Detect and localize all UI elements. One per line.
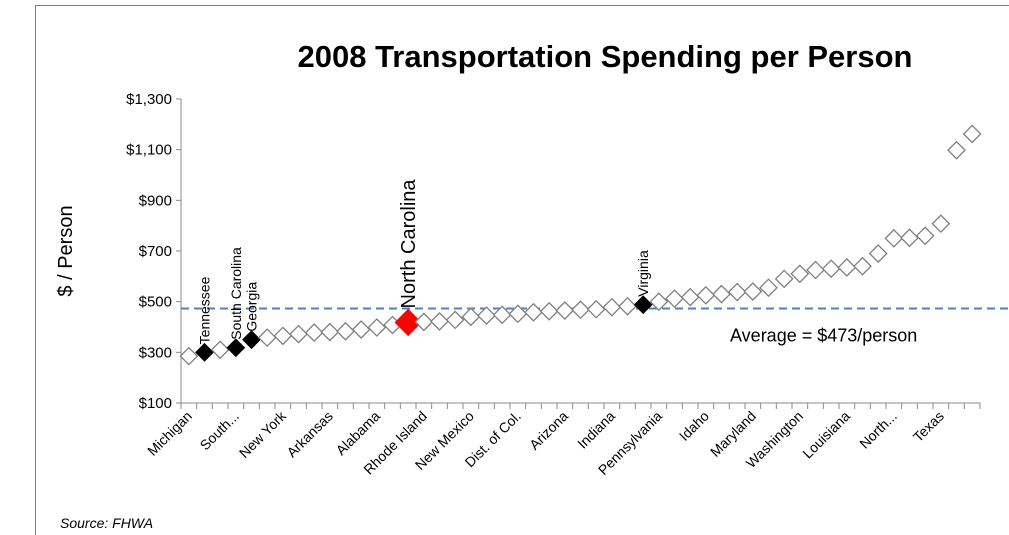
marker: [821, 259, 841, 279]
average-label: Average = $473/person: [730, 326, 917, 346]
y-tick-label: $900: [139, 192, 172, 209]
marker: [492, 305, 512, 325]
y-tick-label: $500: [139, 294, 172, 311]
point-label: North Carolina: [398, 179, 420, 309]
x-tick-label: South...: [197, 408, 242, 453]
marker: [931, 214, 951, 234]
marker: [555, 301, 575, 320]
x-tick-label: Arkansas: [283, 408, 336, 461]
marker: [430, 312, 449, 331]
marker: [962, 124, 982, 144]
marker: [394, 308, 422, 337]
y-tick-label: $1,300: [126, 91, 172, 108]
marker: [257, 328, 277, 348]
x-tick-label: Arizona: [526, 408, 571, 453]
y-tick-label: $1,100: [126, 142, 172, 159]
marker: [461, 307, 481, 327]
marker: [759, 278, 778, 298]
marker: [524, 302, 543, 322]
marker: [508, 304, 528, 324]
marker: [304, 323, 324, 342]
point-label: Tennessee: [197, 276, 213, 344]
marker: [837, 258, 857, 277]
marker: [414, 312, 434, 332]
marker: [602, 297, 622, 317]
marker: [351, 320, 371, 339]
chart-title: 2008 Transportation Spending per Person: [298, 39, 913, 74]
marker: [727, 282, 747, 302]
marker: [633, 295, 653, 315]
marker: [900, 228, 919, 248]
y-tick-label: $700: [139, 243, 172, 260]
marker: [853, 256, 872, 276]
marker: [320, 322, 340, 342]
marker: [210, 340, 230, 360]
marker: [336, 321, 355, 341]
marker: [790, 264, 810, 284]
x-tick-label: Indiana: [574, 408, 618, 452]
x-tick-label: North...: [856, 408, 900, 452]
marker: [179, 346, 199, 366]
marker: [868, 244, 888, 263]
marker: [712, 284, 731, 304]
point-label: Georgia: [244, 282, 260, 332]
chart-frame: [35, 5, 1009, 535]
marker: [806, 260, 825, 280]
x-tick-label: Idaho: [676, 408, 712, 444]
marker: [289, 324, 308, 344]
marker: [477, 306, 496, 326]
x-tick-label: Louisiana: [799, 408, 853, 462]
y-tick-label: $100: [139, 395, 172, 412]
marker: [273, 326, 293, 346]
y-tick-label: $300: [139, 344, 172, 361]
marker: [367, 318, 387, 337]
marker: [884, 228, 904, 248]
x-tick-label: Michigan: [144, 408, 195, 459]
marker: [680, 287, 700, 307]
point-label: Virginia: [635, 250, 651, 297]
y-axis-label: $ / Person: [55, 205, 77, 296]
marker: [743, 282, 763, 301]
marker: [696, 285, 716, 305]
marker: [539, 301, 559, 321]
x-tick-label: Texas: [910, 408, 947, 445]
marker: [774, 269, 794, 289]
marker: [571, 300, 590, 320]
source-note: Source: FHWA: [60, 515, 153, 531]
marker: [618, 296, 637, 316]
marker: [242, 330, 261, 350]
point-label: South Carolina: [228, 247, 244, 340]
x-tick-label: New York: [236, 407, 290, 461]
marker: [649, 292, 669, 312]
marker: [586, 299, 606, 319]
marker: [226, 338, 246, 358]
marker: [445, 310, 465, 330]
marker: [665, 289, 684, 309]
marker: [915, 226, 935, 246]
marker: [195, 342, 214, 362]
marker: [947, 140, 966, 160]
